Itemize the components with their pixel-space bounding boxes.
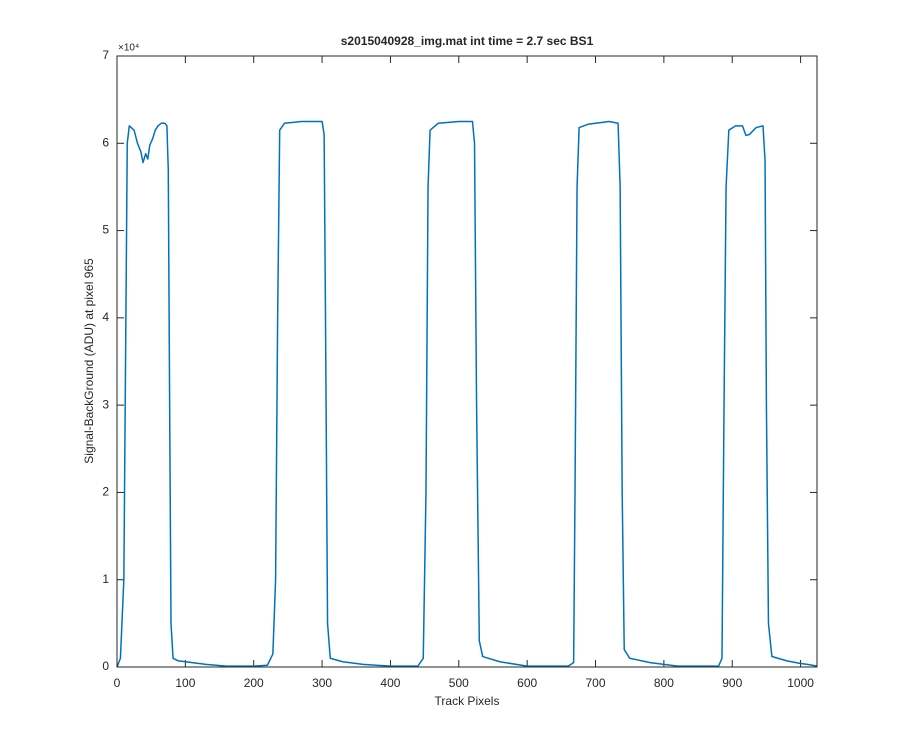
x-tick-label: 100 <box>175 676 195 690</box>
y-tick-label: 3 <box>102 397 109 411</box>
y-tick-label: 1 <box>102 572 109 586</box>
x-tick-label: 1000 <box>787 676 814 690</box>
y-tick-label: 7 <box>102 48 109 62</box>
x-tick-label: 400 <box>380 676 400 690</box>
x-tick-label: 500 <box>449 676 469 690</box>
y-axis-label: Signal-BackGround (ADU) at pixel 965 <box>82 258 96 464</box>
y-tick-label: 0 <box>102 659 109 673</box>
x-tick-label: 600 <box>517 676 537 690</box>
chart-title: s2015040928_img.mat int time = 2.7 sec B… <box>341 34 594 48</box>
y-exponent: ×10⁴ <box>118 43 139 54</box>
x-tick-label: 800 <box>654 676 674 690</box>
x-tick-label: 200 <box>244 676 264 690</box>
x-tick-label: 0 <box>114 676 121 690</box>
data-line <box>116 120 818 668</box>
axes-box <box>116 55 818 668</box>
y-tick-label: 6 <box>102 135 109 149</box>
x-tick-label: 900 <box>722 676 742 690</box>
y-tick-label: 2 <box>102 485 109 499</box>
x-tick-label: 300 <box>312 676 332 690</box>
x-axis-label: Track Pixels <box>435 694 500 708</box>
y-tick-label: 5 <box>102 223 109 237</box>
x-tick-label: 700 <box>586 676 606 690</box>
y-tick-label: 4 <box>102 310 109 324</box>
